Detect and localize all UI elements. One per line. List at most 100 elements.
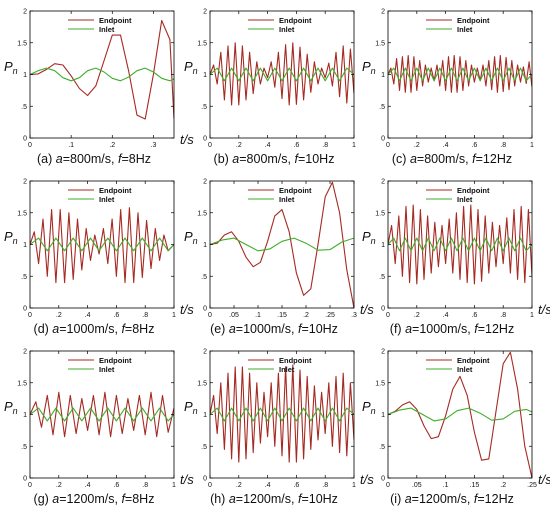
caption-part-2: =1000m/s, <box>236 322 298 336</box>
y-tick-label: 1.5 <box>17 40 27 47</box>
x-tick-label: .1 <box>68 142 74 149</box>
legend-label-inlet: Inlet <box>457 25 473 34</box>
x-tick-label: .05 <box>412 482 422 489</box>
x-tick-label: 1 <box>352 142 356 149</box>
x-axis-label: t/s <box>180 132 194 147</box>
legend-label-inlet: Inlet <box>99 195 115 204</box>
y-tick-label: 0 <box>203 136 207 143</box>
x-tick-label: .8 <box>500 312 506 319</box>
x-tick-label: .15 <box>470 482 480 489</box>
x-tick-label: .6 <box>113 312 119 319</box>
x-tick-label: .05 <box>229 312 239 319</box>
caption-part-2: =800m/s, <box>417 152 472 166</box>
x-tick-label: .1 <box>443 482 449 489</box>
panel-caption: (a) a=800m/s, f=8Hz <box>37 152 151 166</box>
series-line-inlet <box>388 237 532 252</box>
y-axis-label-subscript: n <box>371 406 376 416</box>
y-axis-label-subscript: n <box>13 236 18 246</box>
y-axis-label: Pn <box>184 399 198 416</box>
y-axis-label-subscript: n <box>193 236 198 246</box>
x-axis-label: t/s <box>538 302 550 317</box>
x-tick-label: 0 <box>208 482 212 489</box>
series-line-endpoint <box>30 207 174 284</box>
panel-caption: (c) a=800m/s, f=12Hz <box>392 152 512 166</box>
series-line-endpoint <box>30 391 174 438</box>
x-tick-label: .25 <box>527 482 537 489</box>
legend-label-inlet: Inlet <box>279 25 295 34</box>
y-tick-label: .5 <box>379 444 385 451</box>
series-line-inlet <box>388 67 532 82</box>
caption-part-4: =10Hz <box>301 322 337 336</box>
y-tick-label: 1 <box>203 72 207 79</box>
panel-i: 0 .5 1 1.5 2 0 .05 .1 .15 .2 .25 Pn t/s EndpointInlet… <box>362 349 550 507</box>
caption-part-0: (h) <box>210 492 229 506</box>
y-axis-label-subscript: n <box>371 66 376 76</box>
x-tick-label: .8 <box>322 482 328 489</box>
y-tick-label: 2 <box>23 349 27 356</box>
y-tick-label: 0 <box>23 306 27 313</box>
y-tick-label: 0 <box>381 306 385 313</box>
caption-part-4: =8Hz <box>125 322 155 336</box>
caption-part-4: =12Hz <box>478 322 514 336</box>
panel-caption: (f) a=1000m/s, f=12Hz <box>390 322 514 336</box>
legend-label-endpoint: Endpoint <box>99 356 132 365</box>
caption-part-4: =8Hz <box>125 492 155 506</box>
x-tick-label: .8 <box>142 312 148 319</box>
caption-part-3: f <box>121 492 126 506</box>
y-tick-label: 1.5 <box>375 210 385 217</box>
caption-part-0: (f) <box>390 322 405 336</box>
caption-part-2: =800m/s, <box>63 152 118 166</box>
x-tick-label: .8 <box>142 482 148 489</box>
legend-label-inlet: Inlet <box>99 365 115 374</box>
y-tick-label: 0 <box>23 136 27 143</box>
x-tick-label: 0 <box>28 312 32 319</box>
series-line-inlet <box>210 237 354 252</box>
x-tick-label: .4 <box>85 482 91 489</box>
x-axis-label: t/s <box>538 472 550 487</box>
series-line-endpoint <box>30 19 174 120</box>
y-axis-label-subscript: n <box>193 66 198 76</box>
x-tick-label: .6 <box>471 312 477 319</box>
y-tick-label: .5 <box>201 274 207 281</box>
legend-label-inlet: Inlet <box>99 25 115 34</box>
x-axis-label: t/s <box>180 472 194 487</box>
caption-part-2: =1200m/s, <box>412 492 474 506</box>
caption-part-3: f <box>118 152 123 166</box>
caption-part-1: a <box>405 322 412 336</box>
y-tick-label: 2 <box>203 179 207 186</box>
x-tick-label: 1 <box>530 142 534 149</box>
x-tick-label: .2 <box>236 482 242 489</box>
y-tick-label: 1.5 <box>375 380 385 387</box>
caption-part-0: (e) <box>210 322 229 336</box>
series-line-endpoint <box>388 204 532 285</box>
x-tick-label: .2 <box>236 142 242 149</box>
legend-label-endpoint: Endpoint <box>99 16 132 25</box>
caption-part-2: =1000m/s, <box>59 322 121 336</box>
y-tick-label: 2 <box>203 349 207 356</box>
y-tick-label: 2 <box>203 9 207 16</box>
legend-label-endpoint: Endpoint <box>279 356 312 365</box>
y-axis-label-subscript: n <box>13 66 18 76</box>
y-axis-label: Pn <box>362 59 376 76</box>
x-tick-label: .8 <box>322 142 328 149</box>
y-tick-label: 0 <box>23 476 27 483</box>
y-tick-label: 0 <box>203 476 207 483</box>
x-tick-label: .4 <box>265 142 271 149</box>
x-tick-label: .1 <box>255 312 261 319</box>
series-line-endpoint <box>210 181 354 308</box>
y-tick-label: 1 <box>23 72 27 79</box>
caption-part-1: a <box>229 492 236 506</box>
caption-part-1: a <box>229 322 236 336</box>
y-tick-label: 0 <box>381 136 385 143</box>
x-tick-label: .8 <box>500 142 506 149</box>
y-tick-label: 1 <box>381 72 385 79</box>
y-axis-label-subscript: n <box>193 406 198 416</box>
x-tick-label: .4 <box>443 142 449 149</box>
caption-part-0: (a) <box>37 152 56 166</box>
y-tick-label: 1 <box>23 412 27 419</box>
